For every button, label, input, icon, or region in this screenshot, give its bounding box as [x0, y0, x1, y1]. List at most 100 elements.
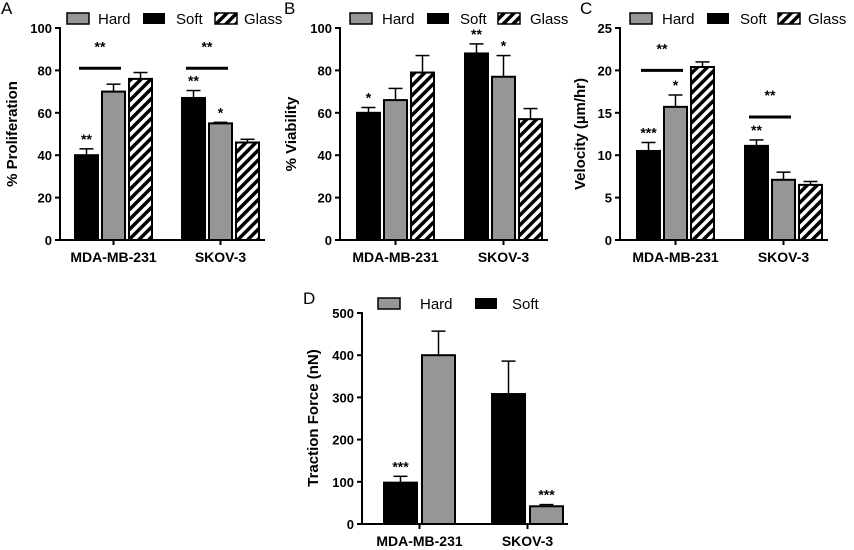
significance-label: **	[471, 26, 482, 42]
y-axis-label: Velocity (µm/hr)	[572, 78, 589, 190]
legend-label-soft: Soft	[740, 11, 768, 28]
legend-swatch-soft	[475, 298, 497, 309]
y-tick-label: 200	[332, 433, 354, 448]
legend-label-glass: Glass	[244, 11, 282, 28]
bar-hard	[383, 99, 408, 241]
legend-label-glass: Glass	[808, 11, 846, 28]
panel-a: A % Proliferation Hard Soft Glass 0 20 40 6…	[1, 0, 282, 265]
y-tick-label: 500	[332, 306, 354, 321]
legend-swatch-glass	[497, 12, 521, 25]
bar-soft	[491, 393, 526, 525]
bar-soft	[74, 154, 99, 241]
y-tick-label: 20	[38, 191, 52, 206]
bar-glass	[128, 77, 153, 241]
legend-label-hard: Hard	[382, 11, 415, 28]
x-category-label: SKOV-3	[195, 249, 247, 265]
y-tick-label: 400	[332, 348, 354, 363]
legend-swatch-hard	[66, 12, 90, 25]
bar-soft	[356, 111, 381, 241]
y-tick-label: 80	[38, 63, 52, 78]
significance-label: **	[751, 122, 762, 138]
legend-swatch-soft	[427, 13, 449, 24]
bar-hard	[491, 75, 516, 242]
significance-label: *	[218, 104, 224, 120]
y-tick-label: 0	[605, 233, 612, 248]
legend-label-glass: Glass	[530, 11, 568, 28]
significance-label: **	[81, 131, 92, 147]
y-axis-label: % Viability	[283, 96, 300, 171]
comparison-label: **	[202, 38, 213, 54]
legend-label-soft: Soft	[512, 296, 540, 313]
significance-label: ***	[640, 124, 657, 140]
y-tick-label: 20	[598, 63, 612, 78]
bar-hard	[771, 178, 796, 242]
y-tick-label: 60	[318, 106, 332, 121]
panel-letter: A	[1, 0, 13, 18]
significance-label: **	[188, 73, 199, 89]
bar-hard	[208, 122, 233, 241]
significance-label: ***	[392, 458, 409, 474]
bar-soft	[744, 144, 769, 241]
bar-hard	[421, 354, 456, 526]
y-tick-label: 300	[332, 390, 354, 405]
significance-label: ***	[538, 487, 555, 503]
x-category-label: SKOV-3	[478, 249, 530, 265]
bar-soft	[464, 52, 489, 241]
y-tick-label: 80	[318, 63, 332, 78]
comparison-label: **	[765, 87, 776, 103]
legend-label-hard: Hard	[98, 11, 131, 28]
significance-label: *	[366, 90, 372, 106]
x-category-label: SKOV-3	[758, 249, 810, 265]
panel-letter: D	[303, 289, 315, 308]
x-category-label: MDA-MB-231	[376, 533, 463, 549]
legend: Hard Soft Glass	[349, 11, 568, 28]
bar-soft	[181, 96, 206, 241]
panel-b: B % Viability Hard Soft Glass 0 20 40 60 80 1…	[283, 0, 568, 265]
legend-label-soft: Soft	[460, 11, 488, 28]
bar-glass	[518, 118, 543, 241]
y-tick-label: 40	[38, 148, 52, 163]
y-tick-label: 25	[598, 21, 612, 36]
x-category-label: SKOV-3	[502, 533, 554, 549]
x-category-label: MDA-MB-231	[70, 249, 157, 265]
bar-soft	[636, 149, 661, 242]
y-tick-label: 5	[605, 191, 612, 206]
legend-swatch-soft	[707, 13, 729, 24]
y-tick-label: 100	[30, 21, 52, 36]
comparison-label: **	[657, 40, 668, 56]
legend-swatch-hard	[629, 12, 653, 25]
legend: Hard Soft Glass	[629, 11, 846, 28]
x-category-label: MDA-MB-231	[352, 249, 439, 265]
legend-label-hard: Hard	[420, 296, 453, 313]
y-tick-label: 20	[318, 191, 332, 206]
legend-swatch-glass	[214, 12, 238, 25]
legend-label-hard: Hard	[662, 11, 695, 28]
x-category-label: MDA-MB-231	[632, 249, 719, 265]
y-tick-label: 40	[318, 148, 332, 163]
y-axis-label: % Proliferation	[4, 81, 21, 187]
y-tick-label: 100	[332, 475, 354, 490]
y-tick-label: 0	[347, 517, 354, 532]
legend: Hard Soft Glass	[66, 11, 282, 28]
bar-glass	[410, 71, 435, 241]
legend-swatch-hard	[377, 297, 401, 310]
y-tick-label: 60	[38, 106, 52, 121]
significance-label: *	[501, 38, 507, 54]
legend-swatch-soft	[143, 13, 165, 24]
panel-letter: C	[580, 0, 592, 18]
bar-glass	[798, 183, 823, 242]
bar-hard	[101, 90, 126, 241]
y-tick-label: 15	[598, 106, 612, 121]
panel-letter: B	[284, 0, 295, 18]
legend-swatch-hard	[349, 12, 373, 25]
legend: Hard Soft	[377, 296, 540, 313]
significance-label: *	[673, 77, 679, 93]
bar-glass	[235, 141, 260, 241]
y-tick-label: 100	[310, 21, 332, 36]
bar-soft	[383, 481, 418, 526]
y-tick-label: 0	[45, 233, 52, 248]
